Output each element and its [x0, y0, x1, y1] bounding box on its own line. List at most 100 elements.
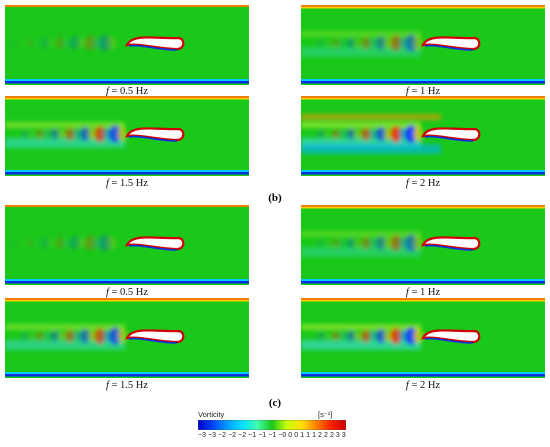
vortex: [48, 38, 56, 48]
vortex: [354, 38, 362, 48]
vortex: [107, 236, 117, 250]
colorbar-tick-label: −3: [198, 432, 206, 439]
vortex: [77, 37, 87, 49]
foil-lower-edge: [128, 337, 178, 344]
vortex: [73, 128, 81, 140]
panel-caption: f = 1 Hz: [405, 287, 441, 298]
vortex: [325, 239, 331, 247]
vortex: [79, 328, 91, 344]
wake: [301, 31, 423, 57]
vortex: [19, 39, 25, 47]
vortex: [390, 327, 402, 345]
foil-lower-edge: [424, 135, 474, 142]
vortex: [19, 239, 25, 247]
vortex: [332, 330, 340, 342]
vortex: [43, 331, 51, 341]
wake-shear-layer: [301, 231, 421, 237]
wake-shear-layer: [301, 31, 421, 37]
wake: [11, 35, 117, 51]
top-wall-layer: [5, 5, 249, 7]
vortex: [390, 34, 402, 52]
colorbar-tick-label: 2: [324, 432, 328, 439]
vortex: [405, 234, 417, 252]
vortex: [43, 129, 51, 139]
vortex: [375, 328, 387, 344]
vortex: [84, 35, 96, 51]
section-label-c: (c): [268, 397, 282, 409]
bottom-wall-layer: [5, 81, 249, 84]
top-wall-layer: [301, 207, 545, 209]
vortex: [55, 36, 65, 50]
foil-lower-edge: [424, 44, 474, 51]
vortex: [405, 34, 417, 52]
wake-shear-layer: [301, 340, 421, 350]
vortex: [339, 129, 347, 139]
vortex: [369, 128, 377, 140]
flapping-foil: [421, 127, 481, 142]
top-wall-layer: [301, 298, 545, 300]
wake: [11, 235, 117, 251]
foil-lower-edge: [128, 44, 178, 51]
top-wall-layer: [301, 300, 545, 302]
vortex: [117, 328, 127, 344]
vortex: [65, 329, 75, 343]
top-wall-layer: [5, 96, 249, 98]
vortex: [63, 238, 71, 248]
vortex: [325, 130, 331, 138]
colorbar-tick-label: 2: [329, 432, 334, 439]
vortex: [325, 332, 331, 340]
flapping-foil: [421, 236, 481, 251]
vortex: [383, 237, 393, 249]
vortex: [398, 236, 408, 250]
wake-shear-layer: [301, 47, 421, 57]
bottom-wall-layer: [301, 170, 545, 172]
bottom-wall-layer: [5, 79, 249, 81]
vortex: [383, 128, 393, 140]
vorticity-panel-c2: [301, 205, 545, 285]
vortex: [398, 329, 408, 343]
vorticity-field-plot: [5, 205, 249, 285]
vortex: [55, 236, 65, 250]
vortex: [346, 237, 356, 249]
vorticity-field-plot: [301, 5, 545, 85]
vortex: [405, 125, 417, 143]
vortex: [361, 236, 371, 250]
vortex: [325, 39, 331, 47]
flapping-foil: [125, 329, 185, 344]
vortex: [50, 330, 60, 342]
wake-shear-layer: [301, 122, 421, 128]
wake: [301, 324, 423, 350]
panel-caption: f = 0.5 Hz: [105, 86, 149, 97]
top-wall-layer: [301, 96, 545, 98]
bottom-wall-layer: [301, 172, 545, 175]
vortex: [398, 127, 408, 141]
panel-caption: f = 1.5 Hz: [105, 380, 149, 391]
vortex: [69, 36, 81, 50]
vortex: [33, 39, 41, 47]
vorticity-panel-b3: [5, 96, 249, 176]
vortex: [29, 332, 35, 340]
vortex: [317, 38, 325, 48]
top-wall-layer: [301, 7, 545, 9]
vortex: [383, 330, 393, 342]
vortex: [390, 125, 402, 143]
vortex: [99, 235, 111, 251]
vortex: [346, 128, 356, 140]
vorticity-field-plot: [301, 96, 545, 176]
vortex: [63, 38, 71, 48]
foil-lower-edge: [424, 244, 474, 251]
flapping-foil: [125, 127, 185, 142]
vorticity-field-plot: [5, 5, 249, 85]
vorticity-field-plot: [5, 96, 249, 176]
bottom-wall-layer: [5, 374, 249, 377]
wake-shear-layer: [5, 122, 125, 128]
vorticity-field-plot: [301, 205, 545, 285]
bottom-wall-layer: [5, 172, 249, 175]
vorticity-panel-c3: [5, 298, 249, 378]
vortex: [92, 37, 102, 49]
vortex: [102, 127, 112, 141]
colorbar: [198, 420, 346, 430]
top-wall-layer: [301, 98, 545, 100]
colorbar-tick-label: −1: [248, 432, 257, 439]
flapping-foil: [421, 329, 481, 344]
